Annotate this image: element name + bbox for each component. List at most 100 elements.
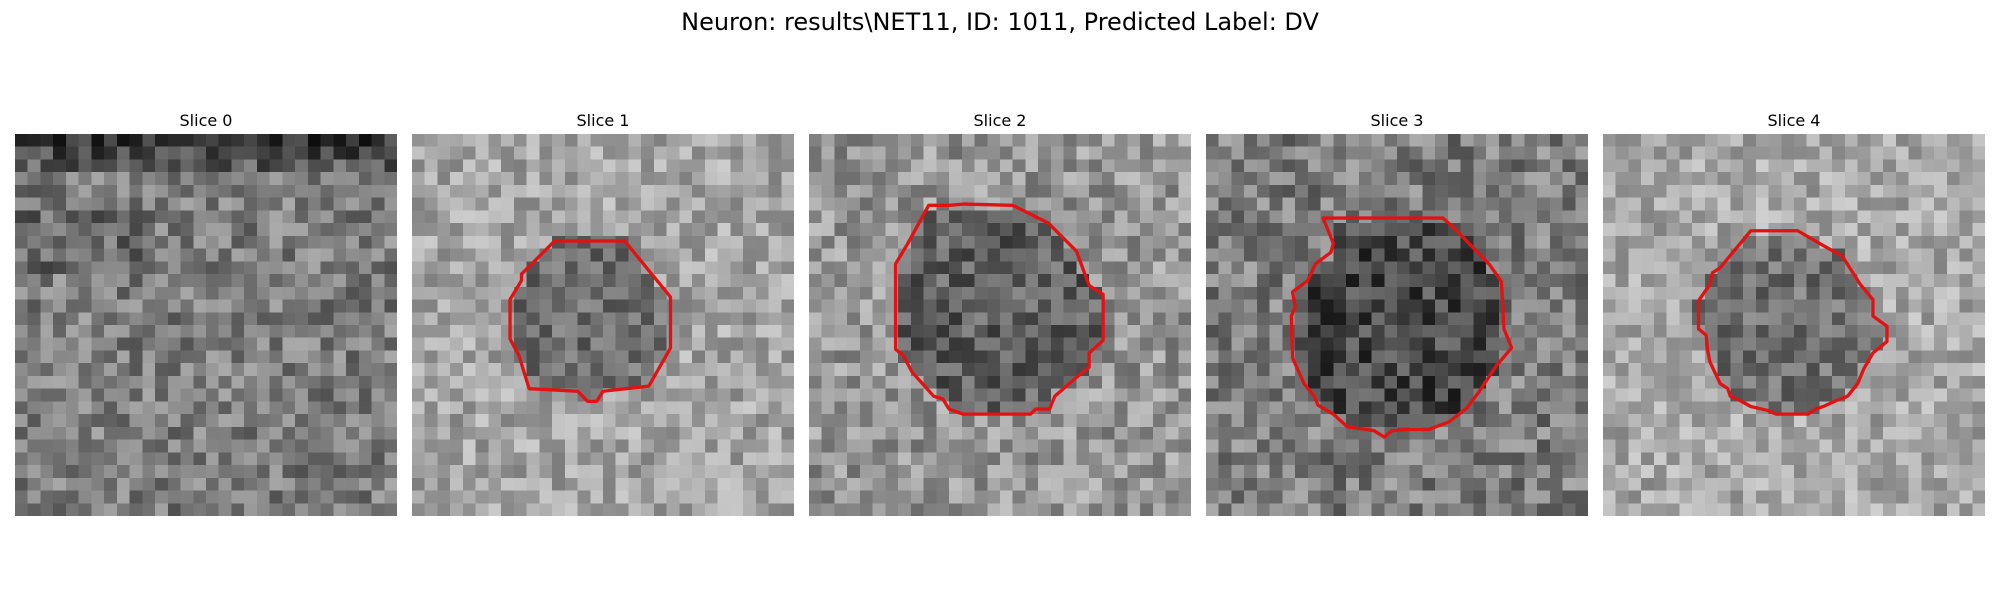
image-pixel [603,274,616,288]
image-pixel [1000,184,1013,198]
image-pixel [1857,414,1871,428]
image-pixel [27,286,41,300]
image-pixel [1768,299,1782,313]
image-pixel [1460,388,1474,402]
image-pixel [320,325,334,338]
image-pixel [885,197,899,211]
image-pixel [155,197,169,211]
image-pixel [1549,401,1563,415]
image-pixel [1012,235,1026,249]
image-pixel [65,325,79,338]
image-pixel [1447,452,1461,466]
image-pixel [1743,184,1757,198]
image-pixel [1473,172,1487,186]
image-pixel [809,452,822,466]
image-pixel [193,261,207,275]
image-pixel [1012,490,1026,504]
image-pixel [743,401,757,415]
image-pixel [1409,490,1423,504]
image-pixel [244,312,258,326]
image-pixel [1603,337,1616,351]
image-pixel [590,477,604,491]
image-pixel [1934,210,1948,224]
image-pixel [1717,401,1731,415]
image-pixel [384,159,397,173]
image-pixel [539,312,553,326]
image-pixel [1114,439,1128,453]
image-pixel [1832,159,1846,173]
image-pixel [1320,134,1334,147]
image-pixel [1397,312,1410,326]
image-pixel [1000,503,1013,516]
image-pixel [424,172,438,186]
image-pixel [847,261,861,275]
image-pixel [1679,350,1693,364]
image-pixel [552,223,566,237]
image-pixel [412,465,425,479]
image-pixel [1628,477,1642,491]
image-pixel [1397,172,1410,186]
image-pixel [1447,414,1461,428]
image-pixel [142,439,156,453]
image-pixel [1206,248,1219,262]
image-pixel [1781,210,1795,224]
image-pixel [1628,465,1642,479]
image-pixel [320,337,334,351]
image-pixel [53,223,67,237]
image-pixel [1140,503,1154,516]
image-pixel [1972,286,1985,300]
image-pixel [628,439,642,453]
image-pixel [475,490,489,504]
image-pixel [269,414,283,428]
image-pixel [104,465,118,479]
image-pixel [450,274,464,288]
image-pixel [1244,299,1258,313]
image-pixel [1615,388,1629,402]
image-pixel [1371,223,1385,237]
image-pixel [1666,134,1680,147]
image-pixel [475,261,489,275]
image-pixel [885,426,899,440]
image-pixel [1562,337,1576,351]
image-pixel [1114,235,1128,249]
image-pixel [218,414,232,428]
image-pixel [1628,363,1642,377]
image-pixel [333,452,347,466]
image-pixel [1603,325,1616,338]
image-pixel [1615,248,1629,262]
image-pixel [1244,363,1258,377]
image-pixel [1025,312,1039,326]
image-pixel [295,490,309,504]
image-pixel [872,350,886,364]
image-pixel [1473,223,1487,237]
image-pixel [1883,184,1897,198]
image-pixel [412,223,425,237]
image-pixel [1244,210,1258,224]
image-pixel [1921,184,1935,198]
image-pixel [129,363,143,377]
image-pixel [475,350,489,364]
image-pixel [155,210,169,224]
image-pixel [333,134,347,147]
image-pixel [256,210,270,224]
image-pixel [1743,235,1757,249]
image-pixel [1114,312,1128,326]
image-pixel [1025,426,1039,440]
image-pixel [1549,465,1563,479]
image-pixel [424,210,438,224]
image-pixel [1244,503,1258,516]
image-pixel [872,261,886,275]
image-pixel [1012,414,1026,428]
image-pixel [1025,223,1039,237]
image-pixel [1244,452,1258,466]
image-pixel [1934,363,1948,377]
image-pixel [1256,159,1270,173]
image-pixel [193,172,207,186]
image-pixel [615,146,629,160]
image-pixel [282,414,296,428]
image-pixel [539,439,553,453]
image-pixel [193,465,207,479]
image-pixel [1218,350,1232,364]
image-pixel [1692,274,1706,288]
image-pixel [1012,134,1026,147]
